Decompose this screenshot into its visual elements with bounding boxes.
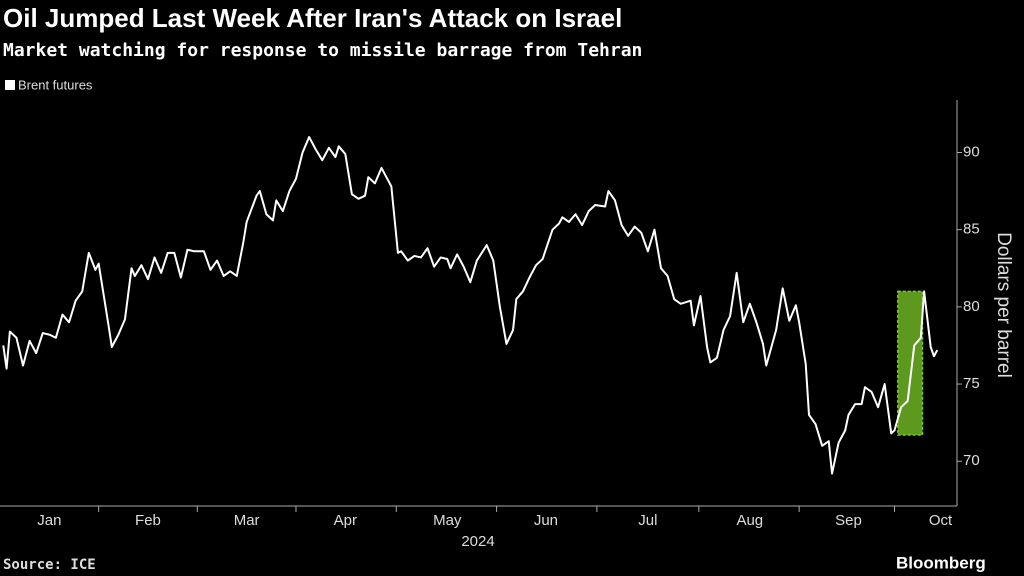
chart-subtitle: Market watching for response to missile … [3,40,642,61]
highlight-box [897,290,924,436]
y-tick-label: 85 [963,221,980,238]
series-line [2,136,939,475]
x-tick-label: Jun [534,512,558,529]
x-tick-label: Aug [736,512,763,529]
source: Source: ICE [3,557,96,573]
x-tick-label: Mar [234,512,260,529]
x-tick-label: Jul [638,512,657,529]
y-tick-label: 70 [963,452,980,469]
x-tick-label: Sep [835,512,862,529]
chart-title: Oil Jumped Last Week After Iran's Attack… [3,3,622,33]
x-tick-label: May [433,512,462,529]
x-tick-label: Oct [929,512,953,529]
x-tick-label: Jan [37,512,61,529]
x-axis-label: 2024 [461,533,494,550]
legend-swatch [5,80,15,90]
x-tick-label: Feb [135,512,161,529]
x-tick-label: Apr [334,512,357,529]
logo: Bloomberg [896,553,986,572]
legend-label: Brent futures [18,77,93,92]
y-tick-label: 75 [963,375,980,392]
y-axis-label: Dollars per barrel [993,232,1014,378]
y-tick-label: 80 [963,298,980,315]
y-tick-label: 90 [963,143,980,160]
